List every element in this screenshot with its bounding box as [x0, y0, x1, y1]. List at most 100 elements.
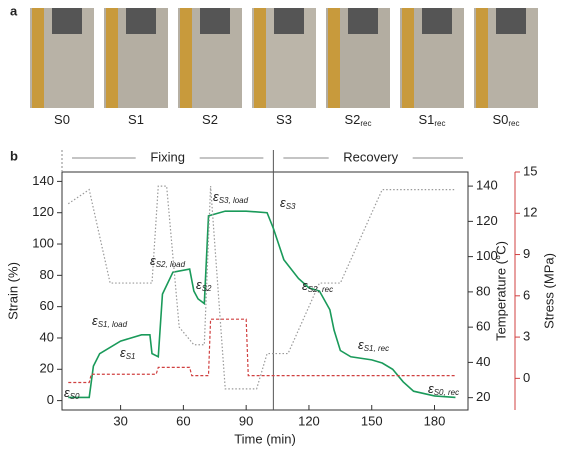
clamp — [126, 8, 156, 34]
clamp — [348, 8, 378, 34]
y2-tick-label: 100 — [476, 248, 498, 263]
phase-bg — [135, 150, 200, 166]
strain-annotation: εS2 — [196, 277, 212, 293]
phase-label: Recovery — [343, 149, 398, 164]
phase-label: Fixing — [150, 149, 185, 164]
text-part: ε — [428, 381, 434, 396]
clamp — [200, 8, 230, 34]
y2-tick-label: 20 — [476, 389, 490, 404]
y2-axis-title: Temperature (°C) — [493, 241, 508, 341]
ruler — [402, 8, 414, 108]
y-tick-label: 60 — [40, 298, 54, 313]
y3-tick-label: 15 — [523, 163, 537, 178]
photo-label: S1 — [128, 112, 144, 127]
photo-label: S1rec — [418, 112, 445, 128]
text-part: S1 — [418, 112, 434, 127]
strain-annotation: εS3, load — [213, 189, 249, 205]
ruler — [106, 8, 118, 108]
text-part: S0 — [492, 112, 508, 127]
clamp — [274, 8, 304, 34]
y-tick-label: 140 — [32, 173, 54, 188]
x-tick-label: 60 — [176, 413, 190, 428]
series-line — [68, 210, 456, 399]
photo-label: S3 — [276, 112, 292, 127]
strain-annotation: εS1, rec — [358, 337, 389, 353]
text-part: ε — [196, 277, 202, 292]
subscript: S3, load — [219, 196, 249, 205]
y-tick-label: 100 — [32, 235, 54, 250]
subscript: rec — [508, 119, 519, 128]
x-axis-title: Time (min) — [234, 431, 296, 446]
y3-tick-label: 9 — [523, 246, 530, 261]
clamp — [496, 8, 526, 34]
subscript: S0, rec — [434, 388, 459, 397]
text-part: S3 — [276, 112, 292, 127]
y-axis-title: Strain (%) — [5, 262, 20, 320]
photo-label: S0 — [54, 112, 70, 127]
subscript: S2, load — [156, 260, 186, 269]
text-part: ε — [302, 278, 308, 293]
subscript: S1 — [126, 352, 136, 361]
plot-frame — [61, 171, 469, 411]
series-line — [67, 185, 456, 390]
x-tick-label: 120 — [298, 413, 320, 428]
strain-annotation: εS1, load — [92, 313, 128, 329]
ruler — [328, 8, 340, 108]
ruler — [32, 8, 44, 108]
y-tick-label: 120 — [32, 204, 54, 219]
y3-tick-label: 6 — [523, 287, 530, 302]
y-tick-label: 20 — [40, 361, 54, 376]
text-part: ε — [150, 253, 156, 268]
y2-tick-label: 60 — [476, 319, 490, 334]
photo-label: S2 — [202, 112, 218, 127]
text-part: S2 — [202, 112, 218, 127]
subscript: S2, rec — [308, 285, 333, 294]
y-tick-label: 40 — [40, 329, 54, 344]
y3-tick-label: 3 — [523, 329, 530, 344]
ruler — [476, 8, 488, 108]
subscript: S3 — [286, 202, 296, 211]
strain-annotation: εS0, rec — [428, 381, 459, 397]
y2-tick-label: 140 — [476, 178, 498, 193]
subscript: S2 — [202, 284, 212, 293]
y-tick-label: 80 — [40, 267, 54, 282]
y2-tick-label: 80 — [476, 283, 490, 298]
text-part: ε — [358, 337, 364, 352]
x-tick-label: 90 — [239, 413, 253, 428]
y2-tick-label: 120 — [476, 213, 498, 228]
ruler — [254, 8, 266, 108]
ruler — [180, 8, 192, 108]
y-tick-label: 0 — [47, 392, 54, 407]
clamp — [422, 8, 452, 34]
subscript: rec — [360, 119, 371, 128]
panel-letter: b — [10, 148, 18, 163]
strain-annotation: εS3 — [280, 195, 296, 211]
x-tick-label: 180 — [424, 413, 446, 428]
x-tick-label: 30 — [113, 413, 127, 428]
subscript: S1, rec — [364, 344, 389, 353]
strain-annotation: εS2, rec — [302, 278, 333, 294]
text-part: ε — [92, 313, 98, 328]
photo-label: S2rec — [344, 112, 371, 128]
text-part: ε — [64, 385, 70, 400]
y3-axis-title: Stress (MPa) — [541, 253, 556, 329]
text-part: ε — [213, 189, 219, 204]
text-part: S1 — [128, 112, 144, 127]
strain-annotation: εS0 — [64, 385, 80, 401]
subscript: rec — [434, 119, 445, 128]
text-part: S2 — [344, 112, 360, 127]
strain-annotation: εS2, load — [150, 253, 186, 269]
strain-annotation: εS1 — [120, 345, 136, 361]
text-part: ε — [280, 195, 286, 210]
panel-letter: a — [10, 3, 18, 18]
text-part: S0 — [54, 112, 70, 127]
photo-label: S0rec — [492, 112, 519, 128]
phase-bg — [328, 150, 413, 166]
subscript: S1, load — [98, 320, 128, 329]
series-line — [68, 318, 456, 384]
y3-tick-label: 12 — [523, 205, 537, 220]
y2-tick-label: 40 — [476, 354, 490, 369]
clamp — [52, 8, 82, 34]
y3-tick-label: 0 — [523, 370, 530, 385]
